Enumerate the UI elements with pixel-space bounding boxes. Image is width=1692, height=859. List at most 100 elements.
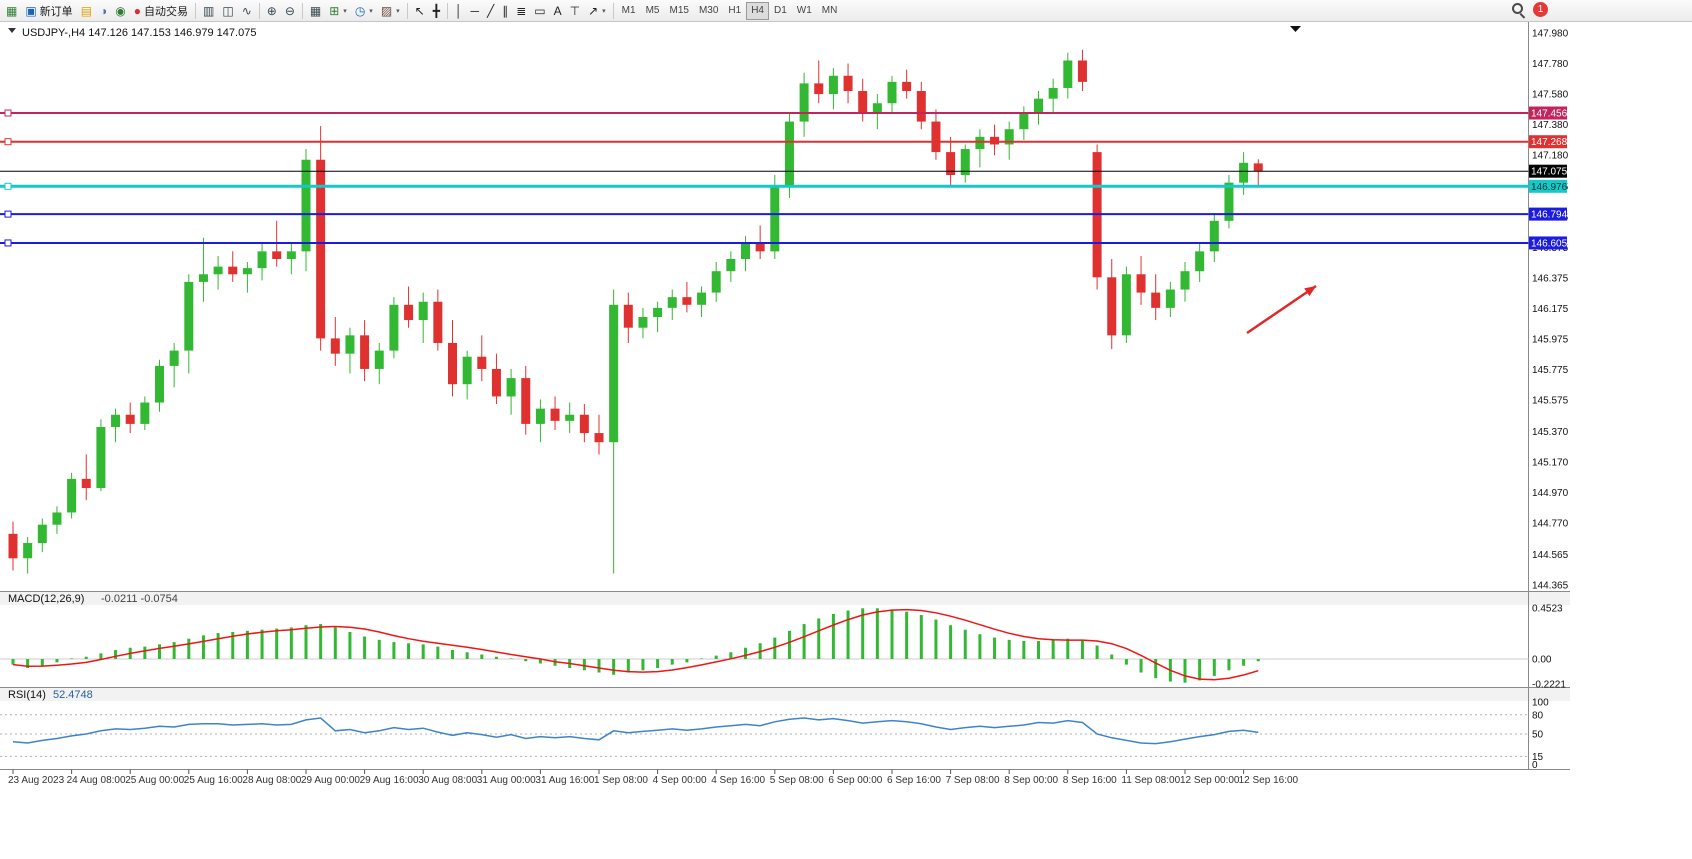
candle-body [96, 426, 106, 489]
time-axis-label: 6 Sep 00:00 [828, 775, 882, 786]
new-order-button[interactable]: ▣ 新订单 [21, 1, 76, 21]
dropdown-arrow-icon: ▾ [369, 7, 373, 15]
timeframe-m5-button[interactable]: M5 [641, 2, 665, 20]
price-tag-146.976 [1529, 179, 1567, 193]
candle-body [916, 91, 926, 122]
search-icon[interactable] [1511, 2, 1526, 17]
candle-body [1239, 162, 1249, 183]
trend-arrow-head[interactable] [1304, 286, 1316, 297]
resistance-line-red-handle[interactable] [4, 138, 12, 146]
price-axis-label: 144.365 [1532, 581, 1569, 592]
cursor-button[interactable]: ↖ [411, 1, 429, 21]
toolbar-separator [301, 2, 303, 19]
fibonacci-icon: ≣ [516, 3, 527, 18]
support-line-cyan-handle[interactable] [4, 182, 12, 190]
candle-body [1048, 87, 1058, 99]
price-axis-label: 145.975 [1532, 335, 1569, 346]
periods-button[interactable]: ◷ ▾ [351, 1, 377, 21]
trendline-button[interactable]: ╱ [483, 1, 498, 21]
zoom-out-button[interactable]: ⊖ [281, 1, 299, 21]
zoom-in-button[interactable]: ⊕ [263, 1, 281, 21]
timeframe-h4-button[interactable]: H4 [746, 1, 769, 20]
autotrading-button[interactable]: ● 自动交易 [130, 1, 192, 21]
time-axis-label: 4 Sep 16:00 [711, 775, 765, 786]
time-axis-label: 11 Sep 08:00 [1121, 775, 1180, 786]
bar-chart-type-button[interactable]: ▥ [199, 1, 218, 21]
candle-body [462, 356, 472, 385]
notification-badge[interactable]: 1 [1533, 2, 1548, 17]
market-watch-icon: ▤ [80, 3, 93, 18]
time-axis-label: 6 Sep 16:00 [887, 775, 941, 786]
usdjpy-h4-chart[interactable]: 147.980 147.780 147.580 147.380 147.180 146.9… [0, 22, 1692, 854]
arrows-button[interactable]: ↗ ▾ [584, 1, 610, 21]
tile-windows-button[interactable]: ▦ [306, 1, 325, 21]
indicators-button[interactable]: ⊞ ▾ [325, 1, 351, 21]
channel-button[interactable]: ∥ [498, 1, 512, 21]
charts-bar-button[interactable]: ▦ [2, 1, 21, 21]
navigator-icon: ◑ [100, 3, 108, 18]
candle-body [960, 149, 970, 176]
collapse-triangle-icon[interactable] [8, 28, 16, 33]
time-axis-label: 7 Sep 08:00 [946, 775, 1000, 786]
text-label-button[interactable]: ⊤ [566, 1, 584, 21]
fibonacci-button[interactable]: ≣ [512, 1, 530, 21]
support-line-blue-upper-handle[interactable] [4, 210, 12, 218]
crosshair-icon: ╋ [432, 3, 440, 18]
new-order-button-label: 新订单 [39, 5, 73, 18]
timeframe-d1-button[interactable]: D1 [769, 2, 792, 20]
resistance-line-crimson-handle[interactable] [4, 109, 12, 117]
candle-body [594, 433, 604, 443]
candle-body [755, 243, 765, 252]
scroll-to-end-marker[interactable] [1290, 26, 1301, 32]
templates-button[interactable]: ▨ ▾ [377, 1, 404, 21]
timeframe-w1-button[interactable]: W1 [792, 2, 817, 20]
time-axis-label: 29 Aug 16:00 [360, 775, 419, 786]
price-axis-label: 147.980 [1532, 29, 1569, 40]
crosshair-button[interactable]: ╋ [429, 1, 444, 21]
time-axis-label: 25 Aug 00:00 [125, 775, 184, 786]
candle-body [301, 159, 311, 252]
trend-arrow-line[interactable] [1246, 284, 1317, 335]
trend-arrow-annotation[interactable] [1246, 284, 1317, 335]
macd-signal-line [12, 608, 1259, 681]
text-button[interactable]: A [550, 1, 566, 21]
candlestick-type-button[interactable]: ◫ [218, 1, 237, 21]
rsi-value: 52.4748 [53, 689, 93, 701]
candle-body [1136, 274, 1146, 293]
autotrading-button-label: 自动交易 [144, 5, 189, 18]
navigator-button[interactable]: ◑ [96, 1, 111, 21]
text-label-icon: ⊤ [569, 3, 581, 18]
candle-body [330, 338, 340, 354]
market-watch-button[interactable]: ▤ [77, 1, 96, 21]
current-price-tag-label: 147.075 [1531, 167, 1568, 178]
horizontal-line-icon: ─ [470, 3, 479, 18]
timeframe-m1-button[interactable]: M1 [617, 2, 641, 20]
support-line-blue-lower-handle[interactable] [4, 239, 12, 247]
line-chart-type-icon: ∿ [241, 3, 252, 18]
candle-body [81, 478, 91, 489]
horizontal-line-button[interactable]: ─ [466, 1, 483, 21]
zoom-out-icon: ⊖ [284, 3, 295, 18]
shapes-button[interactable]: ▭ [530, 1, 549, 21]
price-axis-label: 145.775 [1532, 365, 1569, 376]
candlestick-type-icon: ◫ [222, 3, 234, 18]
candle-body [433, 301, 443, 343]
price-tag-146.794 [1529, 207, 1567, 221]
timeframe-h1-button[interactable]: H1 [723, 2, 746, 20]
candle-body [23, 543, 33, 559]
line-chart-type-button[interactable]: ∿ [238, 1, 256, 21]
timeframe-mn-button[interactable]: MN [817, 2, 843, 20]
timeframe-m30-button[interactable]: M30 [694, 2, 723, 20]
candle-body [286, 251, 296, 259]
candle-body [272, 251, 282, 259]
candle-body [477, 356, 487, 369]
time-axis-label: 31 Aug 16:00 [535, 775, 594, 786]
candle-body [506, 378, 516, 397]
terminal-button[interactable]: ◉ [111, 1, 129, 21]
time-axis-label: 30 Aug 08:00 [418, 775, 477, 786]
candle-body [799, 83, 809, 122]
macd-axis-label: 0.00 [1532, 655, 1552, 666]
timeframe-m15-button[interactable]: M15 [664, 2, 693, 20]
vertical-line-button[interactable]: │ [451, 1, 467, 21]
